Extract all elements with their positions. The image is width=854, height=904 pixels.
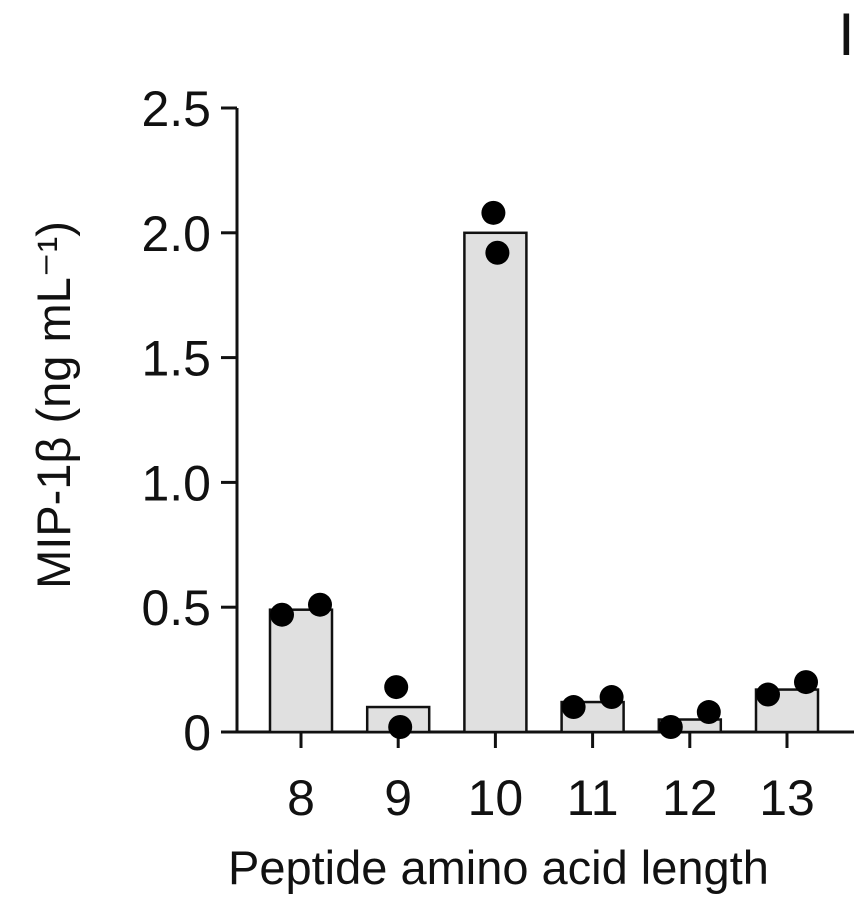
panel-letter: I <box>838 1 854 68</box>
x-tick-label: 11 <box>567 770 619 826</box>
data-point <box>270 602 294 627</box>
y-tick-label: 2.5 <box>141 81 211 137</box>
data-point <box>485 240 510 265</box>
data-points <box>270 200 818 740</box>
y-tick-label: 0 <box>183 705 211 761</box>
y-axis-title: MIP-1β (ng mL⁻¹) <box>27 221 80 589</box>
y-tick-label: 1.0 <box>141 455 211 511</box>
y-tick-label: 1.5 <box>141 331 211 387</box>
y-tick-label: 2.0 <box>141 206 211 262</box>
bar <box>463 231 528 734</box>
data-point <box>388 715 413 740</box>
data-point <box>599 685 624 710</box>
bar <box>754 688 820 734</box>
data-point <box>561 695 586 720</box>
bar <box>268 608 334 734</box>
data-point <box>658 715 683 740</box>
y-tick-label: 0.5 <box>141 580 211 636</box>
x-tick-label: 12 <box>662 770 718 826</box>
x-tick-label: 10 <box>468 770 524 826</box>
y-axis: 0 0.5 1.0 1.5 2.0 2.5 <box>141 81 239 761</box>
data-point <box>794 670 818 695</box>
data-point <box>308 592 332 617</box>
x-tick-label: 9 <box>384 770 412 826</box>
x-tick-label: 8 <box>287 770 315 826</box>
data-point <box>384 675 409 700</box>
bars <box>268 231 820 734</box>
x-axis: 8 9 10 11 12 13 <box>237 730 854 826</box>
x-axis-title: Peptide amino acid length <box>228 841 769 894</box>
data-point <box>481 200 506 225</box>
x-tick-label: 13 <box>759 770 815 826</box>
data-point <box>756 682 780 707</box>
data-point <box>696 700 721 725</box>
